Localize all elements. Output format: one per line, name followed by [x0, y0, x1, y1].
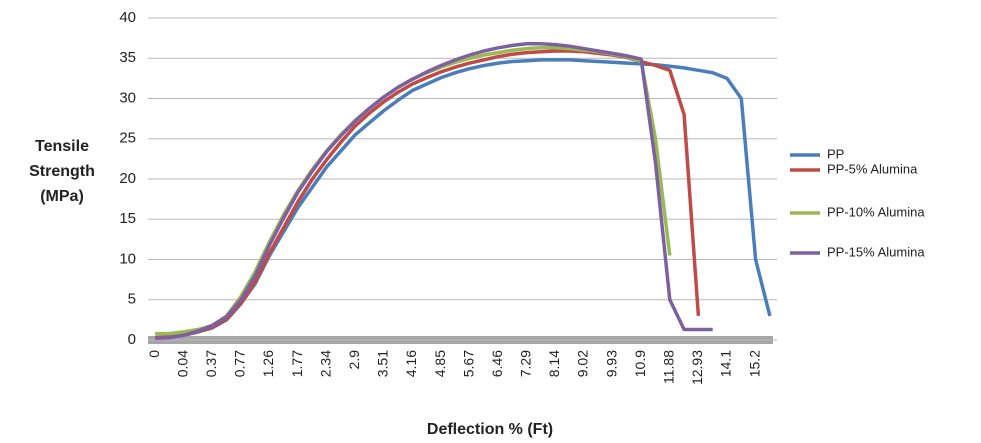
y-axis-title: Tensile [35, 138, 89, 155]
y-axis-title: (MPa) [40, 188, 84, 205]
x-tick-label: 2.9 [346, 350, 362, 370]
x-tick-label: 0.77 [232, 350, 248, 377]
legend-label: PP [827, 146, 844, 161]
x-tick-label: 5.67 [460, 350, 476, 377]
series-line [155, 42, 713, 341]
x-tick-label: 2.34 [317, 350, 333, 377]
x-tick-label: 4.85 [432, 350, 448, 377]
x-tick-label: 0.04 [174, 350, 190, 377]
y-tick-label: 35 [119, 49, 136, 66]
legend-label: PP-10% Alumina [827, 204, 925, 219]
y-tick-label: 15 [119, 210, 136, 227]
y-tick-label: 20 [119, 170, 136, 187]
y-tick-label: 30 [119, 89, 136, 106]
x-tick-label: 11.88 [660, 350, 676, 384]
x-tick-label: 3.51 [375, 350, 391, 377]
legend-label: PP-15% Alumina [827, 244, 925, 259]
x-axis-title: Deflection % (Ft) [427, 421, 553, 438]
x-tick-label: 14.1 [718, 350, 734, 377]
legend-label: PP-5% Alumina [827, 161, 918, 176]
y-tick-label: 40 [119, 9, 136, 26]
y-tick-label: 25 [119, 130, 136, 147]
x-tick-label: 9.02 [575, 350, 591, 377]
x-tick-label: 10.9 [632, 350, 648, 377]
x-tick-label: 12.93 [689, 350, 705, 385]
y-axis-title: Strength [29, 163, 95, 180]
x-tick-label: 8.14 [546, 350, 562, 377]
x-tick-label: 7.29 [518, 350, 534, 377]
x-tick-label: 4.16 [403, 350, 419, 377]
x-tick-label: 9.93 [603, 350, 619, 377]
x-tick-label: 6.46 [489, 350, 505, 377]
x-tick-label: 0 [146, 350, 162, 358]
series-line [155, 49, 701, 340]
y-tick-label: 10 [119, 250, 136, 267]
x-tick-label: 1.26 [260, 350, 276, 377]
x-tick-label: 15.2 [746, 350, 762, 377]
x-tick-label: 0.37 [203, 350, 219, 377]
y-tick-label: 5 [128, 291, 136, 308]
x-tick-label: 1.77 [289, 350, 305, 377]
y-tick-label: 0 [128, 331, 136, 348]
